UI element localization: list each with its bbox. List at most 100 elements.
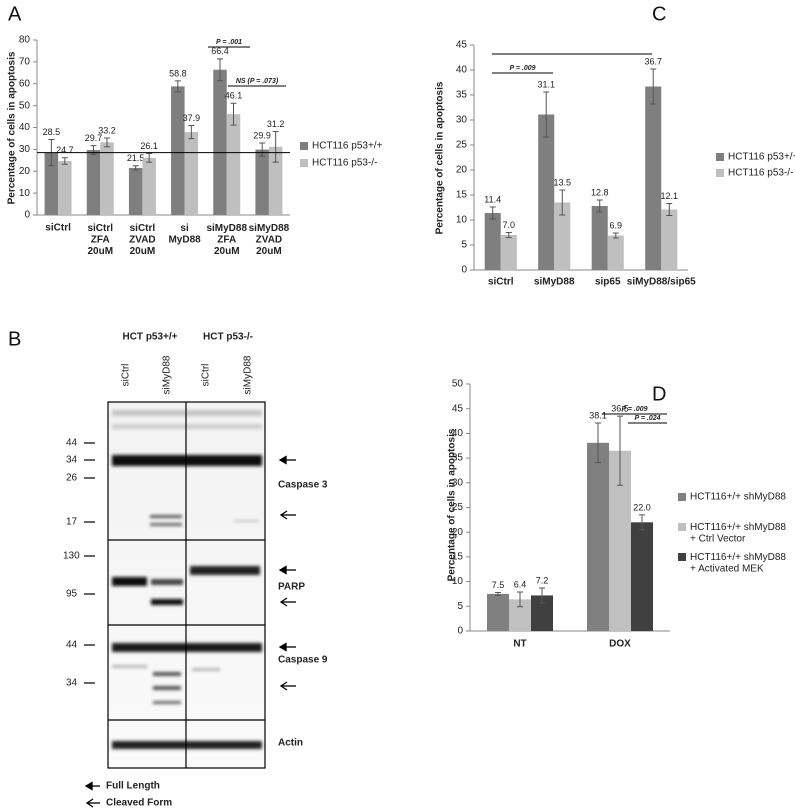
marker-label: 44 [66, 438, 78, 449]
value-label: 26.1 [140, 141, 158, 151]
value-label: 22.0 [633, 502, 651, 512]
error-bar [596, 199, 603, 213]
legend-label: HCT116 p53-/- [312, 158, 377, 169]
panel-label: A [8, 3, 22, 25]
legend-label: Full Length [106, 781, 160, 792]
y-tick-label: 80 [19, 35, 31, 46]
bar [184, 132, 199, 215]
bar [86, 150, 101, 215]
error-bar [174, 80, 181, 93]
value-label: 24.7 [56, 145, 74, 155]
bar [609, 450, 631, 631]
legend-swatch [678, 523, 686, 531]
bar [645, 86, 662, 270]
value-label: 13.5 [554, 177, 572, 187]
y-tick-label: 60 [19, 78, 31, 89]
y-tick-label: 30 [456, 115, 468, 126]
legend-label: HCT116+/+ shMyD88 [690, 492, 786, 503]
error-bar [272, 130, 279, 163]
marker-label: 26 [66, 473, 78, 484]
legend-swatch [300, 159, 308, 167]
value-label: 29.9 [253, 130, 271, 140]
y-tick-label: 30 [19, 144, 31, 155]
protein-label: Caspase 3 [278, 480, 328, 491]
bar [591, 206, 608, 270]
bar [255, 149, 269, 215]
y-tick-label: 45 [456, 40, 468, 51]
legend-swatch [300, 142, 308, 150]
bar [58, 160, 72, 215]
error-bar [517, 591, 523, 608]
error-bar [103, 137, 110, 148]
x-tick-label: NT [513, 639, 526, 650]
error-bar [617, 415, 623, 486]
y-tick-label: 5 [461, 240, 467, 251]
y-tick-label: 20 [456, 165, 468, 176]
value-label: 7.0 [503, 220, 516, 230]
bar [661, 209, 678, 270]
x-tick-label: siMyD88 [534, 277, 575, 288]
error-bar [146, 153, 153, 163]
bar-chart: C Percentage of cells in apoptosis 0 5 10 15 2… [435, 3, 795, 287]
y-axis-title: Percentage of cells in apoptosis [7, 51, 18, 204]
y-tick-label: 5 [457, 601, 463, 612]
marker-label: 130 [63, 551, 80, 562]
annotation: P = .024 [634, 415, 660, 422]
y-axis-title: Percentage of cells in apoptosis [435, 81, 446, 234]
y-tick-label: 35 [456, 90, 468, 101]
bar [538, 114, 555, 270]
band-arrows [84, 455, 296, 808]
blot-frame [107, 401, 266, 769]
value-label: 36.7 [644, 56, 662, 66]
marker-label: 34 [66, 678, 78, 689]
value-label: 28.5 [43, 127, 61, 137]
value-label: 58.8 [169, 68, 187, 78]
lane-label: siCtrl [201, 364, 212, 387]
bar [142, 157, 156, 215]
x-tick-label: sip65 [595, 277, 621, 288]
bar [171, 86, 185, 215]
legend-label: HCT116 p53+/+ [312, 141, 383, 152]
bar-chart: D Percentage of cells in apoptosis 0 5 10 15 2… [447, 379, 787, 650]
protein-label: Actin [278, 738, 303, 749]
value-label: 6.9 [610, 220, 623, 230]
x-tick-label: DOX [609, 639, 631, 650]
y-tick-label: 35 [452, 453, 464, 464]
value-label: 31.1 [537, 79, 555, 89]
bar-chart: A Percentage of cells in apoptosis 0 10 20 30… [7, 3, 383, 256]
x-tick-label: siCtrl ZFA 20uM [87, 223, 113, 257]
y-tick-label: 40 [452, 428, 464, 439]
y-tick-label: 20 [19, 166, 31, 177]
legend-swatch [716, 153, 724, 161]
error-bar [539, 587, 545, 604]
error-bar [543, 91, 550, 138]
legend-label: HCT116+/+ shMyD88 + Activated MEK [690, 552, 786, 575]
marker-label: 34 [66, 455, 78, 466]
annotation: P = .009 [509, 65, 535, 72]
error-bar [495, 591, 501, 596]
value-label: 38.1 [589, 410, 607, 420]
marker-label: 17 [66, 517, 78, 528]
y-tick-label: 50 [452, 379, 464, 390]
error-bar [259, 142, 266, 157]
legend-label: HCT116 p53-/- [728, 168, 793, 179]
x-tick-label: siMyD88 ZFA 20uM [206, 223, 247, 257]
protein-label: PARP [278, 582, 305, 593]
value-label: 37.9 [183, 113, 201, 123]
error-bar [559, 189, 566, 216]
y-tick-label: 20 [452, 527, 464, 538]
bar [500, 235, 517, 270]
bar [213, 69, 227, 215]
protein-label: Caspase 9 [278, 655, 328, 666]
error-bar [612, 232, 619, 239]
bar [554, 202, 571, 270]
y-tick-label: 10 [452, 576, 464, 587]
legend-label: Cleaved Form [106, 798, 172, 809]
error-bar [217, 58, 224, 82]
bar [484, 213, 501, 270]
error-bar [230, 102, 237, 126]
y-tick-label: 40 [456, 65, 468, 76]
y-tick-label: 70 [19, 57, 31, 68]
